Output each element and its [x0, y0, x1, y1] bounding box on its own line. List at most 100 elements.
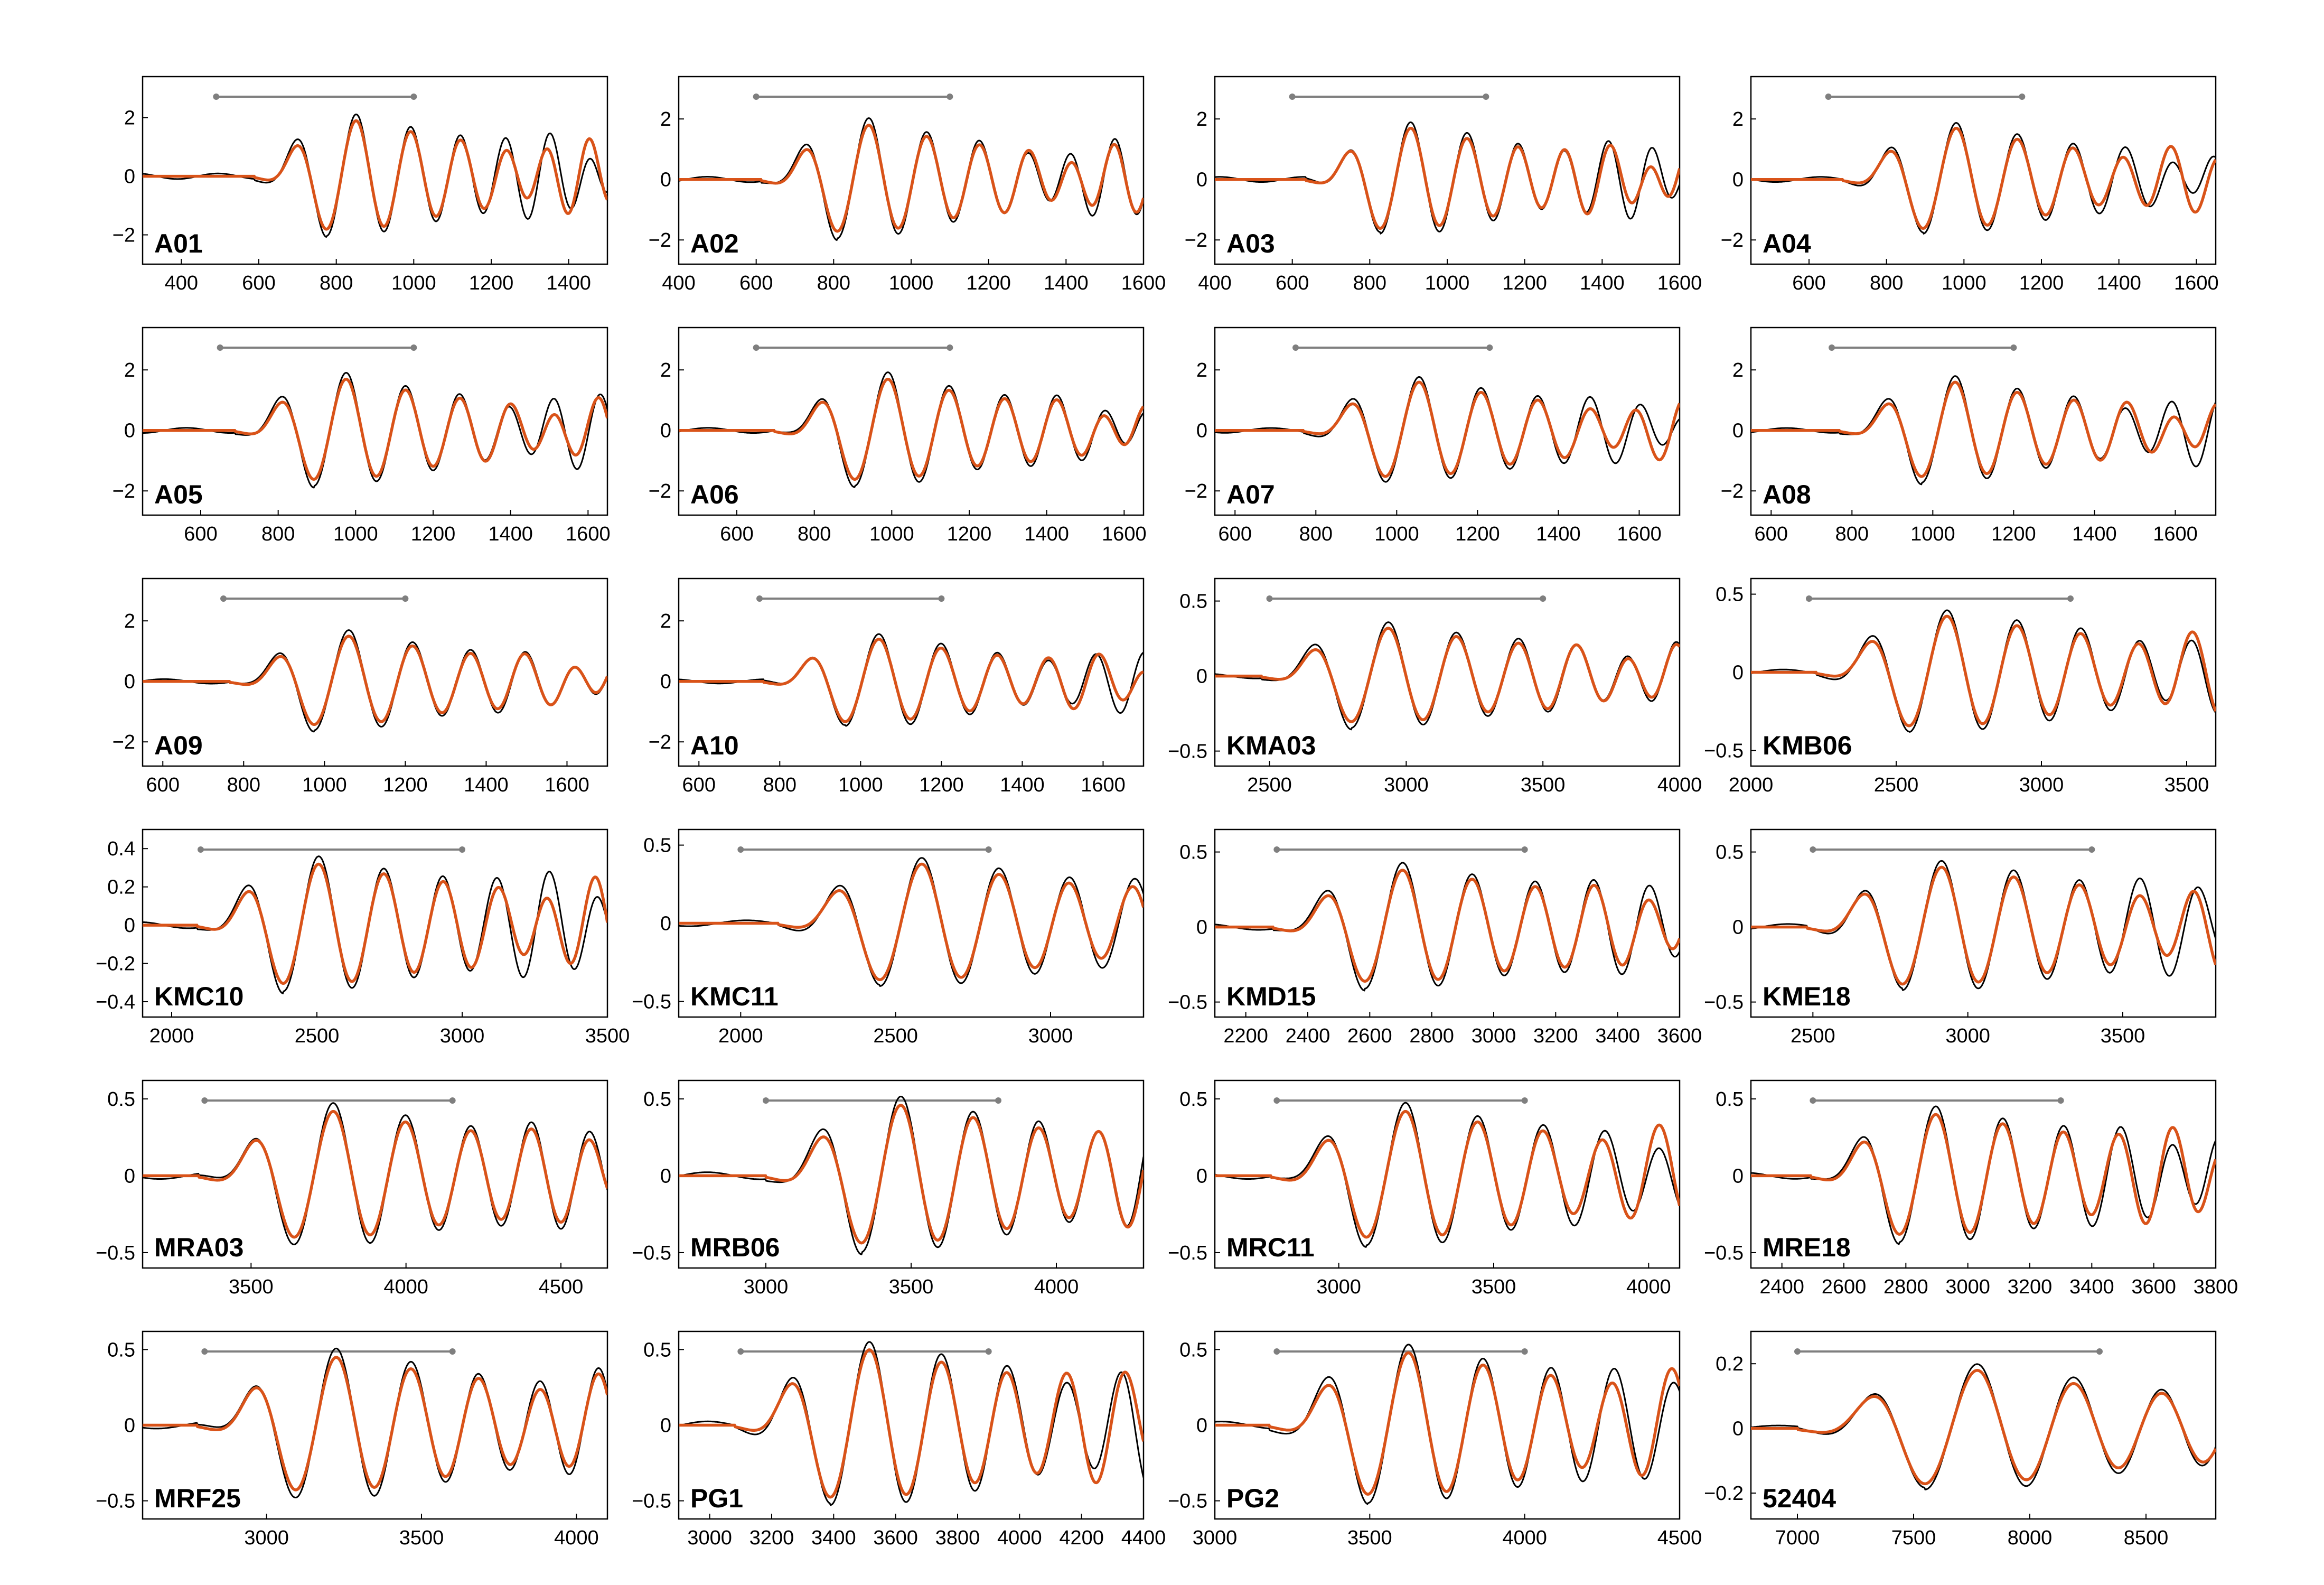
plot-area-frame	[678, 76, 1145, 265]
station-label: KMA03	[1226, 731, 1316, 760]
x-tick-label: 1200	[919, 774, 964, 796]
x-tick-label: 1200	[383, 774, 428, 796]
time-window-end-marker	[995, 1097, 1001, 1104]
y-tick-label: 0	[124, 671, 135, 693]
x-tick-label: 1000	[1910, 523, 1955, 545]
observed-waveform-line	[1215, 1102, 1680, 1248]
x-tick-label: 1600	[1617, 523, 1662, 545]
synthetic-waveform-line	[679, 377, 1144, 481]
panel-a10: 600 800 1000 1200 1400 1600 −2 0 2 A10	[649, 577, 1145, 796]
time-window-end-marker	[1540, 595, 1547, 602]
panel-mrb06: 3000 3500 4000 −0.5 0 0.5 MRB06	[632, 1079, 1145, 1298]
x-tick-label: 1400	[488, 523, 533, 545]
time-window-start-marker	[201, 1097, 208, 1104]
time-window-start-marker	[213, 94, 220, 100]
station-label: A06	[690, 480, 739, 509]
time-window-start-marker	[756, 595, 763, 602]
time-window-start-marker	[1273, 1348, 1280, 1355]
x-tick-label: 3500	[2164, 774, 2209, 796]
panel-a09: 600 800 1000 1200 1400 1600 −2 0 2 A09	[113, 577, 608, 796]
time-window-end-marker	[410, 94, 417, 100]
y-tick-label: 0	[1196, 917, 1207, 939]
station-label: PG1	[690, 1484, 743, 1513]
x-tick-label: 3000	[1384, 774, 1429, 796]
time-window-start-marker	[1289, 94, 1296, 100]
y-tick-label: 0.5	[1716, 842, 1744, 864]
y-tick-label: 0	[124, 1415, 135, 1437]
synthetic-waveform-line	[1215, 869, 1680, 983]
x-tick-label: 8500	[2124, 1527, 2169, 1549]
x-tick-label: 1200	[469, 272, 514, 294]
x-tick-label: 3600	[1657, 1025, 1702, 1047]
station-label: MRE18	[1763, 1233, 1851, 1262]
synthetic-waveform-line	[143, 377, 607, 481]
time-window-end-marker	[1483, 94, 1489, 100]
x-tick-label: 1400	[1536, 523, 1581, 545]
synthetic-waveform-line	[1751, 614, 2216, 728]
y-tick-label: −2	[649, 229, 671, 251]
y-tick-label: 0	[1196, 169, 1207, 191]
synthetic-waveform-line	[1751, 865, 2216, 986]
x-tick-label: 2800	[1883, 1276, 1928, 1298]
x-tick-label: 1400	[1000, 774, 1045, 796]
plot-area-frame	[1750, 76, 2217, 265]
time-window-start-marker	[217, 344, 223, 351]
x-tick-label: 1000	[1425, 272, 1470, 294]
panel-pg1: 3000 3200 3400 3600 3800 4000 4200 4400 −0.5 0 0.5…	[632, 1330, 1166, 1549]
x-tick-label: 2600	[1347, 1025, 1392, 1047]
y-tick-label: −0.5	[96, 1490, 135, 1513]
synthetic-waveform-line	[679, 1348, 1144, 1499]
plot-area-frame	[678, 327, 1145, 516]
panel-a07: 600 800 1000 1200 1400 1600 −2 0 2 A07	[1185, 327, 1681, 545]
x-tick-label: 3200	[2008, 1276, 2053, 1298]
time-window-end-marker	[402, 595, 409, 602]
y-tick-label: 0	[124, 1165, 135, 1187]
x-tick-label: 7000	[1775, 1527, 1820, 1549]
y-tick-label: 0	[1196, 1165, 1207, 1187]
y-tick-label: −2	[113, 225, 135, 247]
x-tick-label: 8000	[2008, 1527, 2053, 1549]
station-label: A02	[690, 229, 739, 258]
x-tick-label: 2500	[1791, 1025, 1835, 1047]
plot-area-frame	[1750, 828, 2217, 1018]
time-window-start-marker	[198, 846, 204, 853]
x-tick-label: 3000	[1193, 1527, 1238, 1549]
synthetic-waveform-line	[679, 1104, 1144, 1245]
x-tick-label: 3000	[1472, 1025, 1516, 1047]
y-tick-label: 0.5	[1179, 842, 1207, 864]
plot-area-frame	[1214, 76, 1681, 265]
x-tick-label: 2600	[1822, 1276, 1867, 1298]
x-tick-label: 600	[146, 774, 180, 796]
x-tick-label: 2400	[1286, 1025, 1330, 1047]
panel-a02: 400 600 800 1000 1200 1400 1600 −2 0 2 A02	[649, 76, 1166, 294]
station-label: MRB06	[690, 1233, 780, 1262]
y-tick-label: 2	[660, 108, 671, 130]
x-tick-label: 800	[227, 774, 260, 796]
x-tick-label: 1600	[545, 774, 589, 796]
observed-waveform-line	[1751, 122, 2216, 235]
x-tick-label: 3000	[1028, 1025, 1073, 1047]
y-tick-label: 0.4	[107, 838, 135, 860]
panel-kmd15: 2200 2400 2600 2800 3000 3200 3400 3600 −0.5 0 0.5…	[1168, 828, 1702, 1047]
observed-waveform-line	[1751, 609, 2216, 733]
x-tick-label: 600	[1792, 272, 1825, 294]
y-tick-label: −0.2	[1704, 1483, 1744, 1505]
time-window-end-marker	[2057, 1097, 2064, 1104]
x-tick-label: 1400	[546, 272, 591, 294]
x-tick-label: 3000	[687, 1527, 732, 1549]
time-window-start-marker	[1810, 1097, 1816, 1104]
time-window-start-marker	[220, 595, 227, 602]
time-window-end-marker	[2010, 344, 2017, 351]
x-tick-label: 1600	[566, 523, 611, 545]
y-tick-label: 0	[124, 166, 135, 188]
time-window-start-marker	[753, 94, 760, 100]
station-label: KMC11	[690, 982, 779, 1011]
x-tick-label: 600	[242, 272, 275, 294]
time-window-end-marker	[1521, 1097, 1528, 1104]
station-label: 52404	[1763, 1484, 1836, 1513]
panel-kma03: 2500 3000 3500 4000 −0.5 0 0.5 KMA03	[1168, 577, 1702, 796]
y-tick-label: −0.5	[1704, 992, 1744, 1014]
synthetic-waveform-line	[1215, 1351, 1680, 1496]
x-tick-label: 2400	[1759, 1276, 1804, 1298]
x-tick-label: 800	[817, 272, 850, 294]
